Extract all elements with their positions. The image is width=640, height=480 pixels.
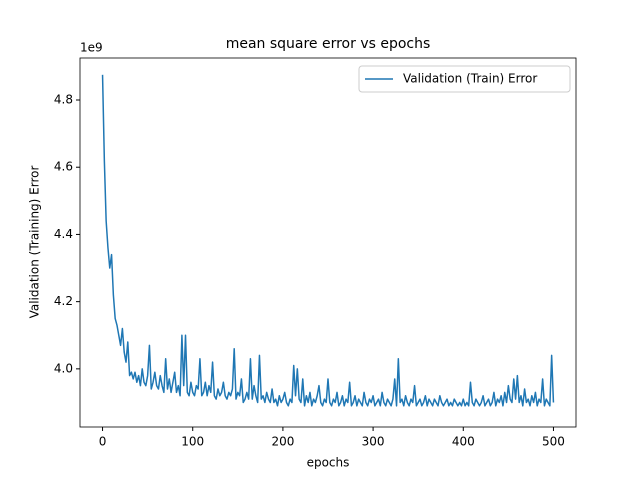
- x-tick-label: 400: [452, 435, 475, 449]
- y-tick-label: 4.2: [54, 294, 73, 308]
- x-tick-label: 300: [362, 435, 385, 449]
- legend-box: [358, 65, 571, 93]
- y-tick-label: 4.6: [54, 160, 73, 174]
- x-tick-label: 0: [99, 435, 107, 449]
- y-tick-label: 4.0: [54, 361, 73, 375]
- chart-title: mean square error vs epochs: [226, 36, 431, 52]
- y-tick-label: 4.4: [54, 227, 73, 241]
- legend-label: Validation (Train) Error: [403, 72, 537, 86]
- data-line: [101, 74, 555, 407]
- x-axis-label: epochs: [307, 456, 350, 470]
- x-tick-label: 100: [181, 435, 204, 449]
- y-offset-label: 1e9: [80, 41, 103, 55]
- y-axis-label: Validation (Training) Error: [28, 166, 42, 319]
- x-tick-label: 200: [271, 435, 294, 449]
- x-tick-label: 500: [542, 435, 565, 449]
- y-tick-label: 4.8: [54, 93, 73, 107]
- plot-frame: [79, 57, 577, 428]
